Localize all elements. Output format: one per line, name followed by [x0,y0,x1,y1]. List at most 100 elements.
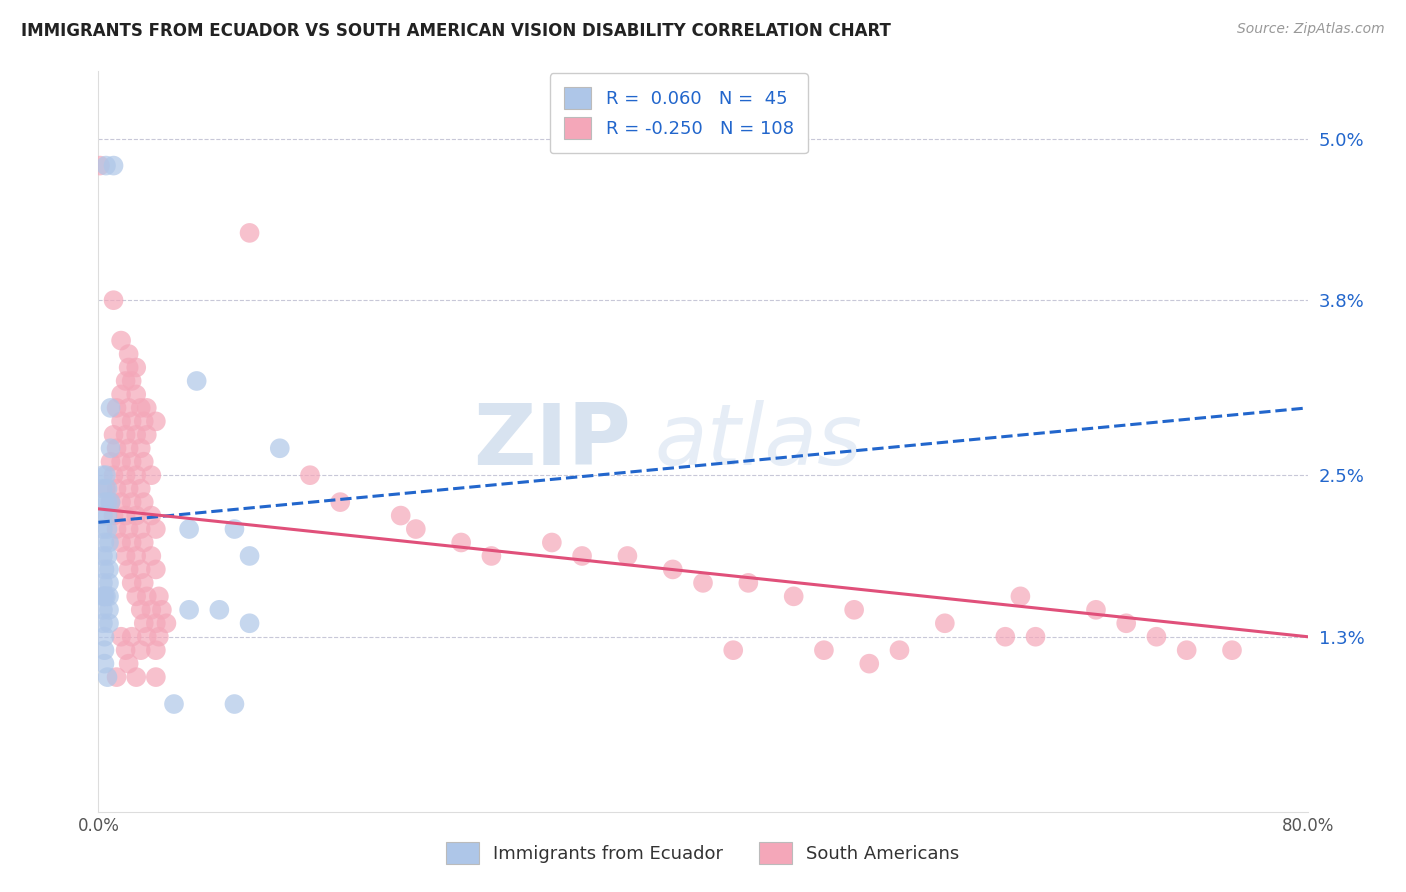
Point [110,630,132,644]
Point [299,468,322,483]
Point [179,603,201,617]
Point [723,643,745,657]
Point [737,575,759,590]
Point [1024,630,1046,644]
Point [1175,643,1198,657]
Point [141,508,163,523]
Point [98,535,121,549]
Point [129,643,152,657]
Point [91,468,114,483]
Point [98,562,121,576]
Point [129,562,152,576]
Legend: R =  0.060   N =  45, R = -0.250   N = 108: R = 0.060 N = 45, R = -0.250 N = 108 [550,73,808,153]
Point [118,401,141,415]
Point [118,360,141,375]
Point [103,159,125,173]
Point [132,535,155,549]
Text: ZIP: ZIP [472,400,630,483]
Point [141,603,163,617]
Point [103,427,125,442]
Point [91,508,114,523]
Point [105,401,128,415]
Point [224,697,246,711]
Point [94,159,117,173]
Point [103,293,125,308]
Point [91,522,114,536]
Point [155,616,177,631]
Point [1144,630,1167,644]
Point [118,482,141,496]
Point [94,590,117,604]
Point [98,575,121,590]
Point [141,468,163,483]
Point [96,670,118,684]
Point [661,562,683,576]
Point [145,562,167,576]
Point [148,630,170,644]
Point [858,657,880,671]
Point [100,495,122,509]
Legend: Immigrants from Ecuador, South Americans: Immigrants from Ecuador, South Americans [432,828,974,879]
Point [121,575,143,590]
Point [135,427,157,442]
Point [105,442,128,456]
Point [813,643,835,657]
Point [389,508,412,523]
Point [110,535,132,549]
Point [269,442,291,456]
Point [239,549,262,563]
Point [103,508,125,523]
Point [150,603,173,617]
Point [329,495,352,509]
Point [89,159,111,173]
Point [239,616,262,631]
Point [1115,616,1137,631]
Point [96,549,118,563]
Point [114,508,136,523]
Point [132,455,155,469]
Point [148,590,170,604]
Text: Source: ZipAtlas.com: Source: ZipAtlas.com [1237,22,1385,37]
Point [450,535,472,549]
Point [114,427,136,442]
Text: IMMIGRANTS FROM ECUADOR VS SOUTH AMERICAN VISION DISABILITY CORRELATION CHART: IMMIGRANTS FROM ECUADOR VS SOUTH AMERICA… [21,22,891,40]
Point [125,670,148,684]
Point [93,535,115,549]
Point [91,590,114,604]
Point [994,630,1017,644]
Point [96,495,118,509]
Point [132,575,155,590]
Point [94,468,117,483]
Point [145,616,167,631]
Point [571,549,593,563]
Point [145,522,167,536]
Point [121,414,143,428]
Point [91,549,114,563]
Point [100,495,122,509]
Point [121,374,143,388]
Point [1010,590,1032,604]
Point [121,630,143,644]
Point [114,549,136,563]
Point [125,468,148,483]
Point [110,414,132,428]
Point [93,495,115,509]
Point [186,374,208,388]
Point [103,468,125,483]
Point [145,414,167,428]
Point [100,455,122,469]
Point [129,401,152,415]
Point [889,643,911,657]
Point [100,442,122,456]
Point [129,522,152,536]
Point [110,334,132,348]
Point [114,374,136,388]
Point [105,482,128,496]
Point [179,522,201,536]
Point [114,643,136,657]
Point [93,630,115,644]
Point [132,414,155,428]
Point [135,630,157,644]
Point [125,387,148,401]
Point [110,455,132,469]
